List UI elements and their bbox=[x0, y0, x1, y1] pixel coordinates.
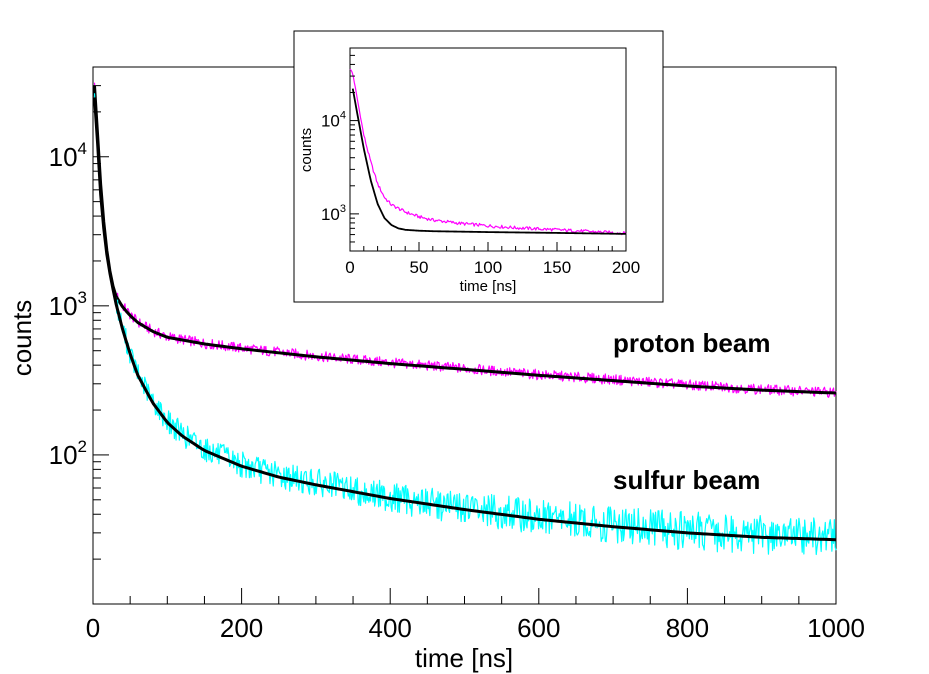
main-x-tick-label: 800 bbox=[666, 613, 709, 643]
y-axis-title: counts bbox=[7, 300, 37, 377]
main-x-tick-label: 400 bbox=[369, 613, 412, 643]
annotation-proton-beam: proton beam bbox=[613, 328, 770, 358]
x-axis-title: time [ns] bbox=[415, 643, 513, 673]
main-x-tick-label: 200 bbox=[220, 613, 263, 643]
inset-x-axis-title: time [ns] bbox=[460, 278, 517, 295]
inset-x-tick-label: 200 bbox=[612, 258, 640, 277]
main-y-tick-label: 103 bbox=[49, 288, 87, 321]
inset-x-tick-label: 0 bbox=[345, 258, 354, 277]
inset-y-axis-title: counts bbox=[298, 128, 315, 172]
inset-x-tick-label: 100 bbox=[474, 258, 502, 277]
main-series-sulfur-beam-data bbox=[93, 93, 837, 556]
inset-series-inset-fit bbox=[351, 88, 627, 235]
main-y-tick-label: 104 bbox=[49, 139, 87, 172]
main-x-tick-label: 0 bbox=[86, 613, 100, 643]
inset-y-tick-label: 104 bbox=[321, 110, 346, 131]
inset-x-tick-label: 50 bbox=[410, 258, 429, 277]
main-series-group bbox=[92, 82, 837, 556]
inset-y-tick-label: 103 bbox=[321, 203, 346, 224]
inset-series-group bbox=[349, 68, 627, 236]
main-x-tick-label: 1000 bbox=[807, 613, 865, 643]
inset-panel bbox=[293, 30, 664, 303]
main-series-sulfur-beam-fit bbox=[92, 97, 837, 542]
main-y-tick-label: 102 bbox=[49, 437, 87, 470]
inset-series-inset-data bbox=[349, 68, 627, 236]
inset-axis-ticks: 0 50 100 150 200 103 104 bbox=[321, 47, 640, 277]
main-x-tick-label: 600 bbox=[517, 613, 560, 643]
inset-x-tick-label: 150 bbox=[543, 258, 571, 277]
annotation-sulfur-beam: sulfur beam bbox=[613, 465, 760, 495]
main-series-proton-beam-fit bbox=[92, 85, 837, 395]
